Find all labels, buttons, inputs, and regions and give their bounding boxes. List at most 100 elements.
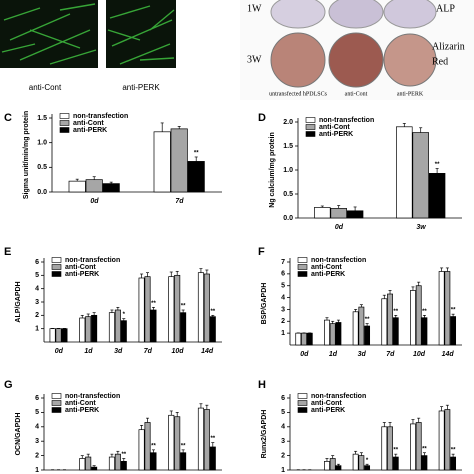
legend-label: anti-Cont xyxy=(311,264,342,271)
bar xyxy=(410,423,416,471)
legend-label: non-transfection xyxy=(65,257,120,264)
bar xyxy=(415,422,422,471)
cell-fibers xyxy=(1,3,175,65)
bar xyxy=(301,332,307,346)
y-tick-label: 4 xyxy=(281,424,285,431)
bar xyxy=(114,309,121,343)
x-tick-label: 1d xyxy=(84,348,93,355)
y-tick-label: 4 xyxy=(281,294,285,301)
bar xyxy=(49,328,56,343)
y-axis-title: Sigma unit/min/mg protein xyxy=(23,111,30,199)
bar xyxy=(396,126,413,219)
x-tick-label: 0d xyxy=(55,348,64,355)
bar xyxy=(102,183,120,193)
y-tick-label: 1.0 xyxy=(283,167,293,174)
bar xyxy=(85,316,92,343)
significance: ** xyxy=(151,301,156,307)
significance: ** xyxy=(393,309,398,315)
y-tick-label: 2 xyxy=(281,452,285,459)
x-tick-label: 0d xyxy=(335,224,344,231)
y-tick-label: 1 xyxy=(281,467,285,474)
y-axis-title: OCN/GAPDH xyxy=(15,413,22,456)
bar xyxy=(415,285,422,346)
bar xyxy=(203,273,210,343)
bar xyxy=(114,453,121,471)
legend-swatch xyxy=(59,120,70,126)
bar xyxy=(387,293,393,346)
y-tick-label: 2 xyxy=(35,452,39,459)
bar xyxy=(358,455,365,471)
y-tick-label: 2.0 xyxy=(283,119,293,126)
bar xyxy=(387,426,393,471)
legend-swatch xyxy=(297,407,308,413)
legend-swatch xyxy=(51,400,62,406)
x-tick-label: 3d xyxy=(114,348,123,355)
legend-label: anti-PERK xyxy=(65,407,99,414)
y-axis-title: BSP/GAPDH xyxy=(261,283,268,325)
y-tick-label: 5 xyxy=(281,283,285,290)
y-tick-label: 5 xyxy=(281,409,285,416)
bar xyxy=(174,274,181,343)
bar xyxy=(306,332,313,346)
x-tick-label: 14d xyxy=(442,351,455,358)
micrograph xyxy=(0,0,98,68)
y-tick-label: 1 xyxy=(281,330,285,337)
bar xyxy=(346,210,364,219)
bar xyxy=(381,426,388,471)
y-tick-label: 1.5 xyxy=(37,115,47,122)
legend-swatch xyxy=(59,127,70,133)
legend-swatch xyxy=(51,257,62,263)
y-tick-label: 4 xyxy=(35,286,39,293)
bar xyxy=(314,207,331,219)
y-tick-label: 0.5 xyxy=(37,164,47,171)
bar xyxy=(421,317,428,346)
panel-letter: G xyxy=(4,379,13,391)
bar xyxy=(364,325,371,346)
significance: ** xyxy=(194,151,199,157)
panel-letter: E xyxy=(4,246,11,258)
legend-swatch xyxy=(297,271,308,277)
x-tick-label: 10d xyxy=(171,348,184,355)
legend-label: anti-PERK xyxy=(65,271,99,278)
bar xyxy=(352,453,359,471)
x-tick-label: 7d xyxy=(175,198,184,205)
y-tick-label: 1 xyxy=(35,467,39,474)
legend-swatch xyxy=(51,271,62,277)
legend-label: anti-PERK xyxy=(319,131,353,138)
significance: ** xyxy=(422,446,427,452)
legend-swatch xyxy=(51,393,62,399)
row-label: 1W xyxy=(247,3,262,14)
legend-label: anti-Cont xyxy=(311,400,342,407)
y-tick-label: 3 xyxy=(281,438,285,445)
y-axis-title: Runx2/GAPDH xyxy=(261,410,268,459)
bar xyxy=(120,320,127,343)
bar xyxy=(197,407,204,471)
significance: ** xyxy=(121,452,126,458)
wells xyxy=(270,0,437,88)
significance: ** xyxy=(451,308,456,314)
legend-label: non-transfection xyxy=(311,257,366,264)
y-tick-label: 6 xyxy=(281,395,285,402)
bar xyxy=(108,312,115,343)
bar xyxy=(335,322,342,346)
bar xyxy=(180,452,187,471)
significance: ** xyxy=(435,162,440,168)
bar xyxy=(421,455,428,471)
legend-swatch xyxy=(297,257,308,263)
legend-label: anti-PERK xyxy=(311,271,345,278)
bar xyxy=(324,319,330,346)
significance: ** xyxy=(151,443,156,449)
column-label: untransfected hPDLSCs xyxy=(269,90,327,97)
legend-label: non-transfection xyxy=(319,117,374,124)
bar xyxy=(209,446,216,471)
bar xyxy=(138,429,145,471)
bar xyxy=(68,180,86,193)
legend-swatch xyxy=(305,131,316,137)
x-tick-label: 1d xyxy=(329,351,338,358)
legend-swatch xyxy=(297,400,308,406)
bar xyxy=(153,131,171,193)
bar xyxy=(392,317,399,346)
x-tick-label: 0d xyxy=(90,198,99,205)
